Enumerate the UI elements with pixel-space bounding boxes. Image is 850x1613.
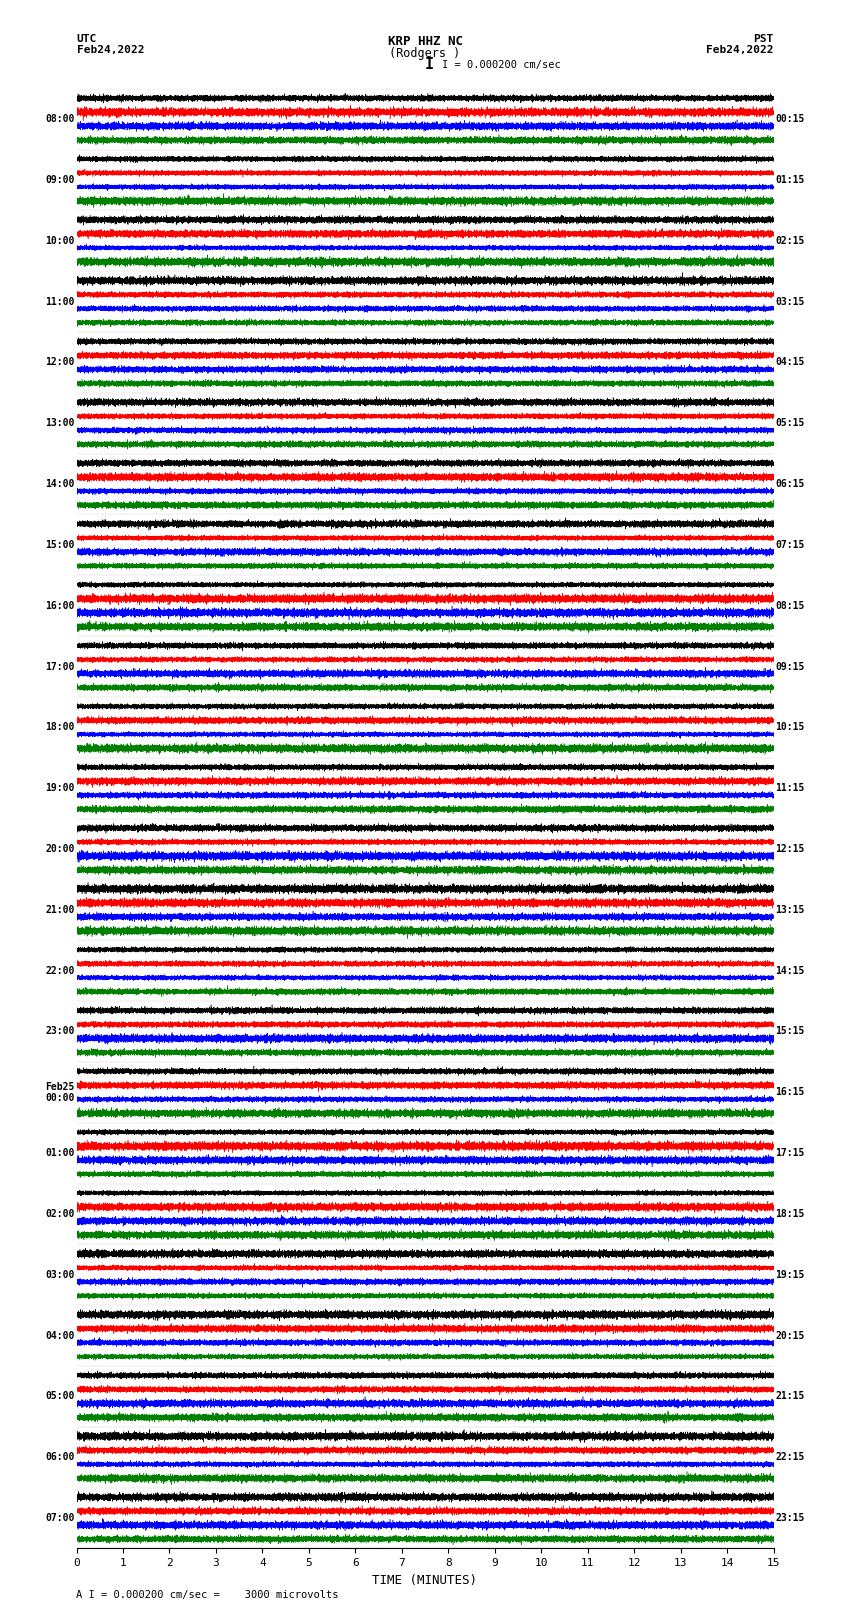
Text: 03:15: 03:15	[775, 297, 805, 306]
Text: 11:00: 11:00	[45, 297, 75, 306]
Text: 20:00: 20:00	[45, 844, 75, 853]
Text: 05:15: 05:15	[775, 418, 805, 427]
Text: 16:00: 16:00	[45, 600, 75, 611]
Text: 01:15: 01:15	[775, 174, 805, 185]
Text: 07:00: 07:00	[45, 1513, 75, 1523]
Text: 16:15: 16:15	[775, 1087, 805, 1097]
Text: 04:00: 04:00	[45, 1331, 75, 1340]
Text: 13:00: 13:00	[45, 418, 75, 427]
Text: 21:00: 21:00	[45, 905, 75, 915]
Text: 02:00: 02:00	[45, 1210, 75, 1219]
Text: 00:15: 00:15	[775, 115, 805, 124]
Text: Feb24,2022: Feb24,2022	[706, 45, 774, 55]
Text: 23:15: 23:15	[775, 1513, 805, 1523]
Text: 12:15: 12:15	[775, 844, 805, 853]
Text: 18:00: 18:00	[45, 723, 75, 732]
Text: Feb24,2022: Feb24,2022	[76, 45, 144, 55]
Text: 10:00: 10:00	[45, 235, 75, 245]
Text: 14:15: 14:15	[775, 966, 805, 976]
Text: 03:00: 03:00	[45, 1269, 75, 1279]
Text: 22:00: 22:00	[45, 966, 75, 976]
Text: 02:15: 02:15	[775, 235, 805, 245]
Text: 12:00: 12:00	[45, 358, 75, 368]
Text: 09:00: 09:00	[45, 174, 75, 185]
Text: 01:00: 01:00	[45, 1148, 75, 1158]
Text: Feb25
00:00: Feb25 00:00	[45, 1081, 75, 1103]
Text: 18:15: 18:15	[775, 1210, 805, 1219]
Text: UTC: UTC	[76, 34, 97, 44]
Text: 15:00: 15:00	[45, 540, 75, 550]
Text: KRP HHZ NC: KRP HHZ NC	[388, 35, 462, 48]
Text: 08:00: 08:00	[45, 115, 75, 124]
Text: 14:00: 14:00	[45, 479, 75, 489]
Text: 19:15: 19:15	[775, 1269, 805, 1279]
Text: 19:00: 19:00	[45, 784, 75, 794]
Text: PST: PST	[753, 34, 774, 44]
Text: 10:15: 10:15	[775, 723, 805, 732]
Text: I = 0.000200 cm/sec: I = 0.000200 cm/sec	[442, 60, 561, 69]
Text: 21:15: 21:15	[775, 1392, 805, 1402]
Text: 13:15: 13:15	[775, 905, 805, 915]
Text: (Rodgers ): (Rodgers )	[389, 47, 461, 60]
Text: 07:15: 07:15	[775, 540, 805, 550]
Text: 06:00: 06:00	[45, 1452, 75, 1463]
Text: A I = 0.000200 cm/sec =    3000 microvolts: A I = 0.000200 cm/sec = 3000 microvolts	[76, 1590, 339, 1600]
Text: 08:15: 08:15	[775, 600, 805, 611]
Text: 05:00: 05:00	[45, 1392, 75, 1402]
Text: 17:15: 17:15	[775, 1148, 805, 1158]
Text: 15:15: 15:15	[775, 1026, 805, 1037]
Text: 23:00: 23:00	[45, 1026, 75, 1037]
Text: 09:15: 09:15	[775, 661, 805, 671]
Text: I: I	[425, 56, 434, 73]
Text: 20:15: 20:15	[775, 1331, 805, 1340]
X-axis label: TIME (MINUTES): TIME (MINUTES)	[372, 1574, 478, 1587]
Text: 06:15: 06:15	[775, 479, 805, 489]
Text: 22:15: 22:15	[775, 1452, 805, 1463]
Text: 11:15: 11:15	[775, 784, 805, 794]
Text: 04:15: 04:15	[775, 358, 805, 368]
Text: 17:00: 17:00	[45, 661, 75, 671]
